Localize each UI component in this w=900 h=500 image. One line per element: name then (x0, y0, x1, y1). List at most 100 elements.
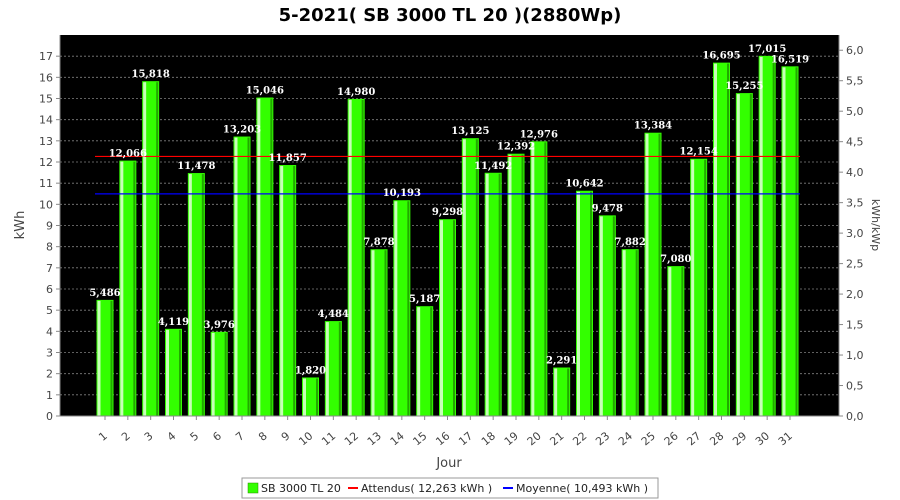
bar-shade (544, 142, 547, 416)
bar-shade (384, 250, 387, 416)
bar-shade (521, 154, 524, 416)
bar-value-label: 3,976 (204, 320, 235, 331)
bar-value-label: 13,203 (223, 125, 261, 136)
bar-shade (338, 322, 341, 416)
legend-box (241, 477, 659, 499)
bar-value-label: 1,820 (295, 365, 326, 376)
bar-shade (727, 63, 729, 417)
bar-value-label: 5,187 (409, 294, 440, 305)
bar (781, 66, 799, 416)
x-tick-label: 25 (639, 429, 658, 448)
bar-highlight (622, 250, 626, 416)
y-axis-right-label: kWh/kWp (869, 199, 882, 251)
y-tick-label: 9 (46, 220, 53, 233)
y-tick-label: 2 (46, 368, 53, 381)
bar-value-label: 2,291 (546, 356, 577, 367)
bar-shade (133, 161, 136, 416)
x-tick-label: 4 (165, 429, 179, 443)
y-right-tick-label: 3,5 (846, 197, 864, 210)
bar-shade (498, 173, 501, 416)
bar-value-label: 12,976 (520, 129, 558, 140)
bar (735, 93, 753, 416)
bar-value-label: 16,519 (771, 54, 809, 65)
x-tick-label: 27 (685, 429, 704, 448)
y-tick-label: 3 (46, 347, 53, 360)
x-tick-label: 13 (365, 429, 384, 448)
bar-highlight (234, 137, 238, 416)
x-tick-label: 15 (411, 429, 430, 448)
y-right-tick-label: 2,0 (846, 288, 864, 301)
y-right-tick-label: 0,0 (846, 410, 864, 423)
y-axis-label: kWh (13, 211, 28, 240)
y-tick-label: 16 (39, 71, 53, 84)
x-tick-label: 7 (233, 429, 247, 443)
x-tick-label: 18 (479, 429, 498, 448)
bar-highlight (714, 63, 717, 417)
bar-value-label: 15,046 (246, 86, 284, 97)
y-tick-label: 7 (46, 262, 53, 275)
bar-shade (179, 329, 181, 416)
bar-value-label: 13,384 (634, 121, 672, 132)
bar-highlight (166, 329, 169, 416)
bar (713, 62, 730, 417)
legend-label: Moyenne( 10,493 kWh ) (516, 482, 648, 495)
bar-highlight (691, 159, 695, 416)
x-tick-label: 28 (707, 429, 726, 448)
bar-value-label: 14,980 (337, 87, 375, 98)
bar-value-label: 11,478 (177, 161, 215, 172)
bar-value-label: 7,882 (615, 237, 646, 248)
bar-shade (270, 98, 273, 416)
y-right-tick-label: 4,0 (846, 166, 864, 179)
bar-shade (772, 56, 775, 416)
x-tick-label: 1 (96, 429, 110, 443)
bar-shade (635, 250, 638, 416)
bar-highlight (736, 94, 740, 416)
bar-highlight (97, 300, 101, 416)
y-right-tick-label: 1,5 (846, 319, 864, 332)
bar-value-label: 9,478 (592, 203, 623, 214)
bar (142, 81, 160, 416)
x-axis: 1 2 3 4 5 6 7 8 9 10 11 12 13 14 15 16 17 18 19 20 21 22 23 24 2… (60, 415, 839, 448)
y-tick-label: 15 (39, 93, 53, 106)
x-tick-label: 20 (525, 429, 544, 448)
bar-value-label: 10,193 (383, 188, 421, 199)
bar (484, 172, 502, 416)
bar-value-label: 7,080 (660, 254, 691, 265)
y-tick-label: 10 (39, 198, 53, 211)
x-tick-label: 5 (188, 429, 202, 443)
bar-highlight (485, 173, 489, 416)
bar-labels: 5,486 12,066 15,818 4,119 11,478 3,976 13,203 1… (89, 44, 809, 377)
x-tick-label: 29 (730, 429, 749, 448)
bar (644, 132, 662, 417)
y-tick-label: 0 (46, 410, 53, 423)
bar (621, 249, 639, 416)
x-tick-label: 10 (296, 429, 315, 448)
x-tick-label: 30 (753, 429, 772, 448)
chart-title: 5-2021( SB 3000 TL 20 )(2880Wp) (279, 5, 622, 26)
bar-shade (247, 137, 250, 416)
y-right-tick-label: 1,0 (846, 349, 864, 362)
bar-highlight (211, 332, 215, 416)
bar-shade (704, 159, 707, 416)
y-right-tick-label: 4,5 (846, 136, 864, 149)
bar-value-label: 11,492 (474, 161, 512, 172)
x-tick-label: 19 (502, 429, 521, 448)
legend-label: Attendus( 12,263 kWh ) (361, 482, 492, 495)
bar-shade (224, 332, 227, 416)
bar-shade (658, 133, 661, 417)
x-tick-label: 21 (548, 429, 567, 448)
bar-highlight (782, 67, 786, 416)
x-tick-label: 31 (776, 429, 795, 448)
bar-value-label: 17,015 (748, 44, 786, 55)
bar-value-label: 12,066 (109, 149, 147, 160)
bar (393, 200, 411, 416)
bar (210, 331, 228, 416)
bar (187, 173, 205, 416)
bar-highlight (188, 174, 192, 416)
bar-value-label: 15,255 (725, 81, 763, 92)
bar (461, 138, 479, 416)
bar-highlight (303, 378, 306, 416)
y-tick-label: 4 (46, 325, 53, 338)
x-tick-label: 8 (256, 429, 270, 443)
bar (667, 266, 685, 416)
